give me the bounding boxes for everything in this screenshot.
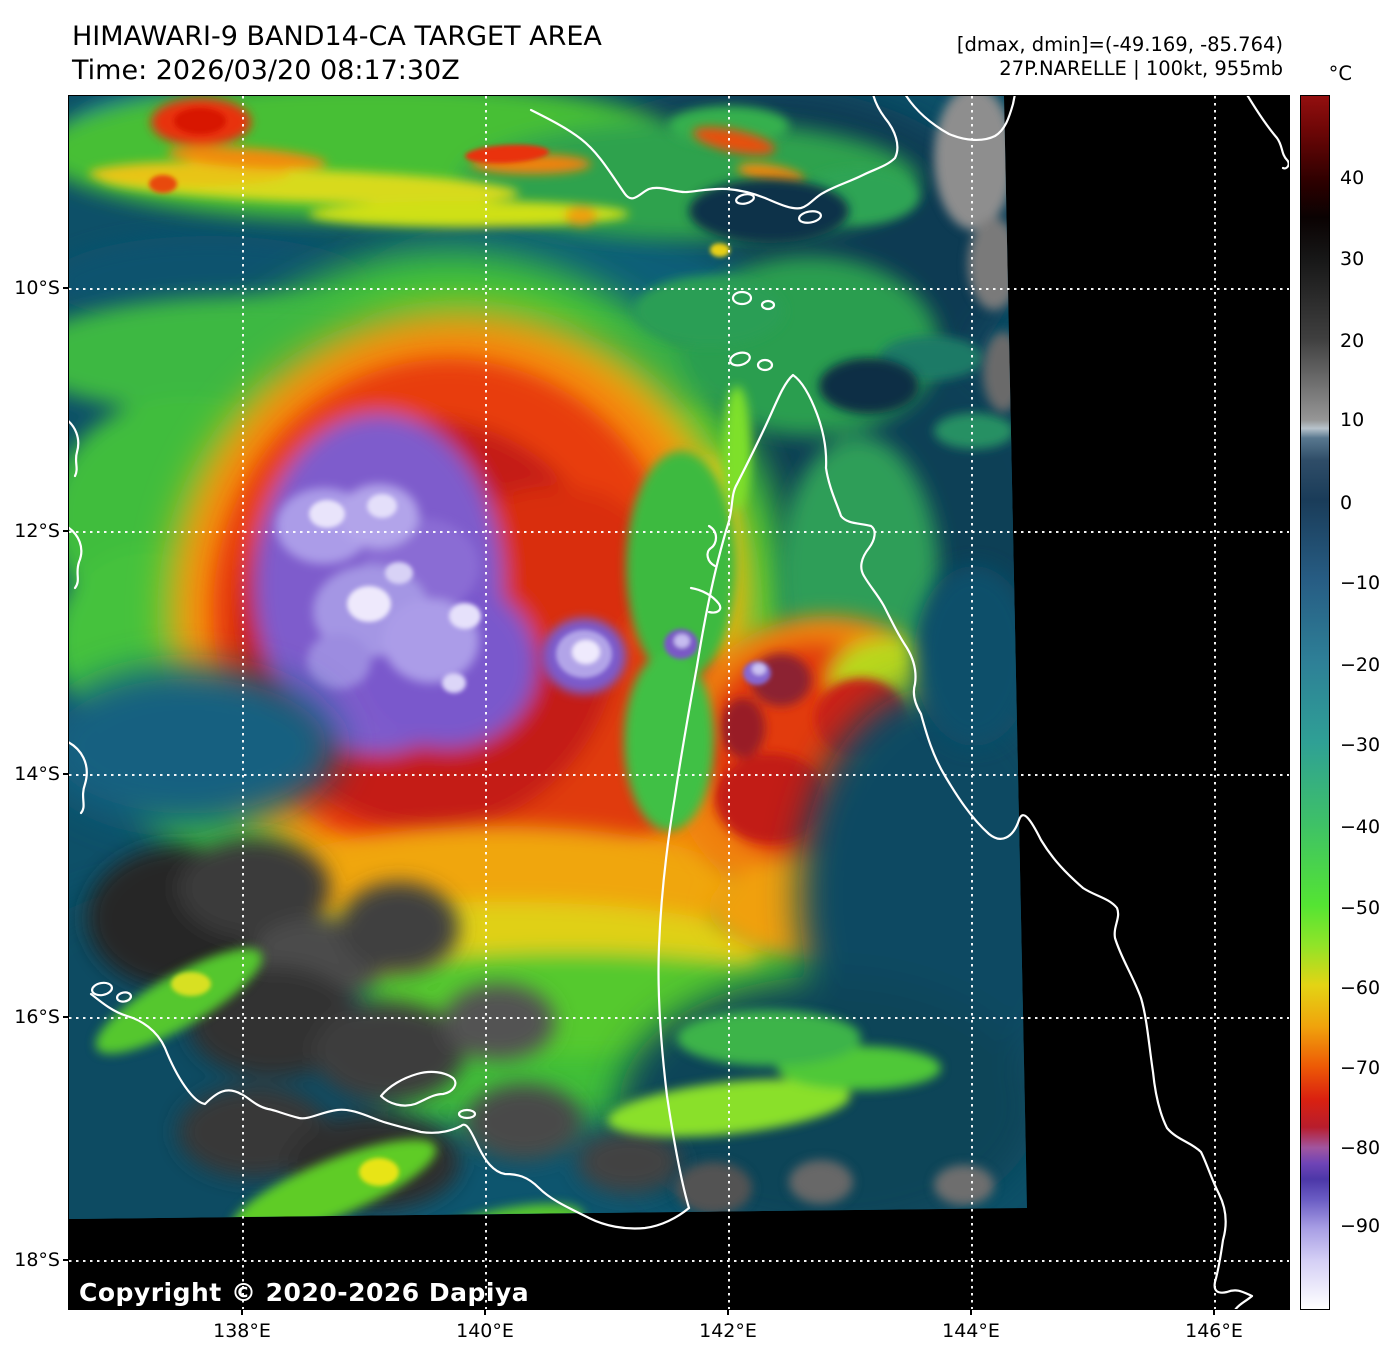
lon-tick-138e: 138°E bbox=[213, 1320, 271, 1342]
cbar-tick-30: 30 bbox=[1340, 248, 1365, 270]
lat-tick-12s: 12°S bbox=[14, 520, 60, 542]
cbar-tick-m70: −70 bbox=[1340, 1057, 1381, 1079]
y-tickmark bbox=[63, 1016, 68, 1018]
x-tickmark bbox=[1213, 1310, 1215, 1315]
title-block: HIMAWARI-9 BAND14-CA TARGET AREA Time: 2… bbox=[72, 20, 602, 88]
lat-tick-14s: 14°S bbox=[14, 763, 60, 785]
lon-tick-146e: 146°E bbox=[1185, 1320, 1243, 1342]
x-tickmark bbox=[241, 1310, 243, 1315]
cbar-tick-m80: −80 bbox=[1340, 1137, 1381, 1159]
satellite-image bbox=[69, 96, 1289, 1309]
y-tickmark bbox=[63, 287, 68, 289]
ir-imagery-swath bbox=[69, 96, 1027, 1219]
lon-tick-144e: 144°E bbox=[942, 1320, 1000, 1342]
y-tickmark bbox=[63, 1259, 68, 1261]
figure-subtitle: Time: 2026/03/20 08:17:30Z bbox=[72, 55, 460, 86]
x-tickmark bbox=[727, 1310, 729, 1315]
cbar-tick-m20: −20 bbox=[1340, 654, 1381, 676]
cbar-tick-m50: −50 bbox=[1340, 897, 1381, 919]
x-tickmark bbox=[484, 1310, 486, 1315]
figure-title: HIMAWARI-9 BAND14-CA TARGET AREA bbox=[72, 21, 602, 52]
cbar-tick-m60: −60 bbox=[1340, 977, 1381, 999]
cbar-tick-40: 40 bbox=[1340, 167, 1365, 189]
lon-tick-140e: 140°E bbox=[456, 1320, 514, 1342]
coastline-overlay bbox=[69, 96, 1289, 1309]
x-tickmark bbox=[970, 1310, 972, 1315]
annotation-range: [dmax, dmin]=(-49.169, -85.764) bbox=[956, 33, 1283, 56]
lat-tick-16s: 16°S bbox=[14, 1006, 60, 1028]
temperature-colorbar bbox=[1300, 95, 1330, 1310]
y-tickmark bbox=[63, 530, 68, 532]
lat-tick-18s: 18°S bbox=[14, 1249, 60, 1271]
cbar-tick-m90: −90 bbox=[1340, 1215, 1381, 1237]
cbar-tick-m40: −40 bbox=[1340, 816, 1381, 838]
lat-tick-10s: 10°S bbox=[14, 277, 60, 299]
cbar-tick-m10: −10 bbox=[1340, 572, 1381, 594]
y-tickmark bbox=[63, 773, 68, 775]
cbar-tick-m30: −30 bbox=[1340, 734, 1381, 756]
lon-tick-142e: 142°E bbox=[699, 1320, 757, 1342]
annotation-block: [dmax, dmin]=(-49.169, -85.764) 27P.NARE… bbox=[957, 33, 1283, 81]
map-plot-area: Copyright © 2020-2026 Dapiya bbox=[68, 95, 1290, 1310]
colorbar-unit-label: °C bbox=[1328, 62, 1352, 85]
cbar-tick-0: 0 bbox=[1340, 492, 1353, 514]
cbar-tick-10: 10 bbox=[1340, 409, 1365, 431]
annotation-storm: 27P.NARELLE | 100kt, 955mb bbox=[999, 57, 1283, 80]
cbar-tick-20: 20 bbox=[1340, 330, 1365, 352]
copyright-watermark: Copyright © 2020-2026 Dapiya bbox=[79, 1278, 530, 1307]
